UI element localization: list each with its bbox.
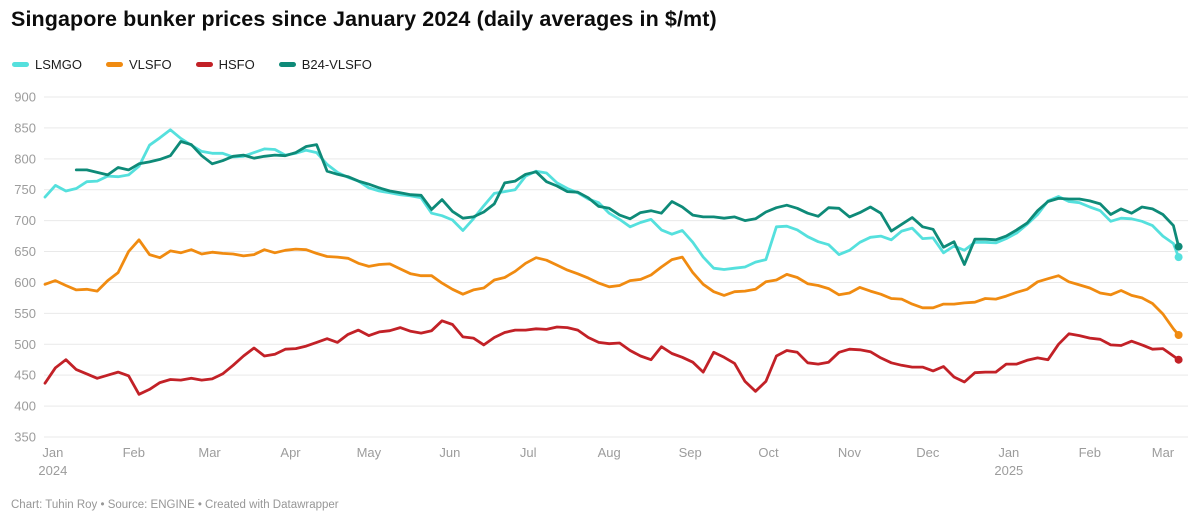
legend-label: HSFO xyxy=(218,57,255,72)
y-tick-label: 500 xyxy=(14,337,36,352)
y-tick-label: 400 xyxy=(14,399,36,414)
legend-label: B24-VLSFO xyxy=(301,57,372,72)
x-tick-label: Feb xyxy=(1079,445,1101,460)
series-line-b24vlsfo xyxy=(74,140,1180,266)
plot-area: 350 400 450 500 550 600 650 700 750 800 850 900 Jan F… xyxy=(14,90,1188,478)
series-end-dot-lsmgo xyxy=(1174,253,1183,262)
x-tick-label: Aug xyxy=(598,445,621,460)
series-end-dot-hsfo xyxy=(1174,355,1183,364)
y-tick-label: 450 xyxy=(14,368,36,383)
x-tick-label: Jun xyxy=(439,445,460,460)
y-tick-label: 650 xyxy=(14,244,36,259)
footer-credit: Chart: Tuhin Roy • Source: ENGINE • Crea… xyxy=(11,499,339,511)
y-tick-label: 600 xyxy=(14,275,36,290)
x-tick-label: Jul xyxy=(520,445,537,460)
x-tick-label: Apr xyxy=(280,445,301,460)
x-year-label: 2024 xyxy=(38,463,67,478)
legend-swatch xyxy=(105,62,123,67)
x-tick-label: Dec xyxy=(916,445,940,460)
x-tick-label: Feb xyxy=(123,445,145,460)
legend-swatch xyxy=(278,62,296,67)
x-tick-label: Mar xyxy=(198,445,221,460)
x-tick-label: May xyxy=(357,445,382,460)
series-line-vlsfo xyxy=(43,238,1180,337)
legend-swatch xyxy=(195,62,213,67)
x-tick-label: Oct xyxy=(758,445,779,460)
x-tick-label: Sep xyxy=(679,445,702,460)
series-end-dot-b24vlsfo xyxy=(1174,242,1183,251)
legend-item-lsmgo: LSMGO xyxy=(12,57,82,72)
y-tick-label: 750 xyxy=(14,182,36,197)
legend-item-b24vlsfo: B24-VLSFO xyxy=(278,57,372,72)
x-tick-label: Jan xyxy=(42,445,63,460)
chart-title: Singapore bunker prices since January 20… xyxy=(11,7,717,31)
chart-legend: LSMGO VLSFO HSFO B24-VLSFO xyxy=(12,57,372,72)
legend-item-vlsfo: VLSFO xyxy=(105,57,172,72)
x-tick-label: Nov xyxy=(838,445,862,460)
series-line-lsmgo xyxy=(43,128,1180,271)
legend-label: LSMGO xyxy=(35,57,82,72)
series-end-dot-vlsfo xyxy=(1174,331,1183,339)
y-tick-label: 800 xyxy=(14,151,36,166)
x-year-label: 2025 xyxy=(994,463,1023,478)
legend-item-hsfo: HSFO xyxy=(195,57,255,72)
series-line-hsfo xyxy=(43,319,1180,396)
legend-swatch xyxy=(12,62,29,67)
y-tick-label: 850 xyxy=(14,120,36,135)
y-tick-label: 550 xyxy=(14,306,36,321)
x-tick-label: Mar xyxy=(1152,445,1175,460)
legend-label: VLSFO xyxy=(128,57,172,72)
y-tick-label: 700 xyxy=(14,213,36,228)
y-tick-label: 900 xyxy=(14,90,36,105)
y-tick-label: 350 xyxy=(14,430,36,445)
x-tick-label: Jan xyxy=(998,445,1019,460)
